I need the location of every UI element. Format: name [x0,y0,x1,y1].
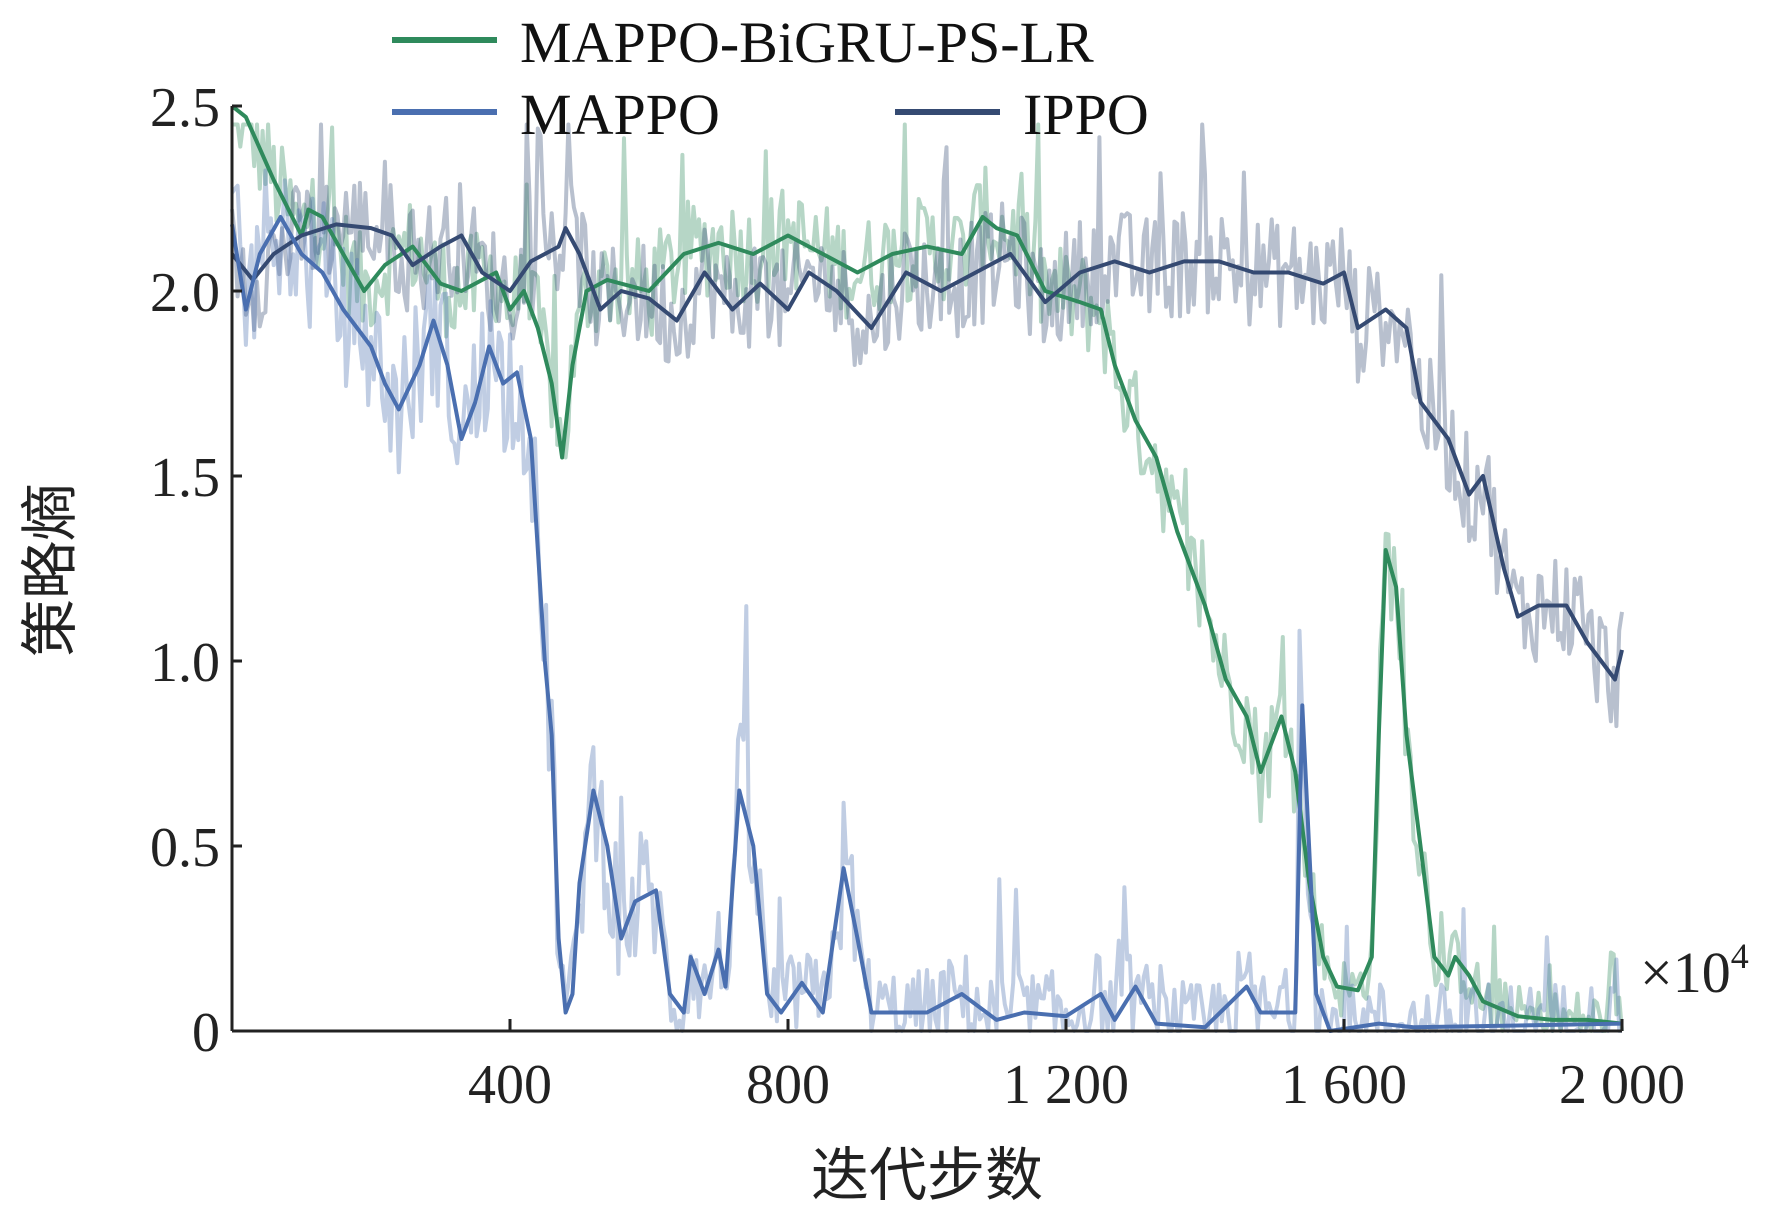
series-line-mappo-bigru-ps-lr [230,104,1623,1026]
x-multiplier-base: ×10 [1640,940,1731,1005]
x-ticks: 400 800 1 200 1 600 2 000 [468,1019,1685,1116]
raw-series-layer [230,122,1624,1033]
x-tick-label: 400 [468,1054,552,1116]
legend: MAPPO-BiGRU-PS-LR MAPPO IPPO [392,10,1149,147]
y-axis-label: 策略熵 [18,483,83,657]
y-tick-label: 2.0 [150,262,220,324]
series-line-mappo [230,215,1623,1033]
x-tick-label: 800 [746,1054,830,1116]
series-line-ippo [230,222,1624,682]
raw-line-mappo-bigru-ps-lr [232,122,1624,1033]
legend-label: MAPPO-BiGRU-PS-LR [520,10,1094,75]
x-multiplier-exponent: 4 [1731,936,1749,976]
raw-line-ippo [230,122,1624,729]
y-tick-label: 1.5 [150,447,220,509]
y-tick-label: 1.0 [150,632,220,694]
x-tick-label: 1 600 [1281,1054,1407,1116]
raw-line-mappo [230,168,1622,1033]
x-tick-label: 1 200 [1003,1054,1129,1116]
smoothed-series-layer [230,104,1624,1033]
y-ticks: 0 0.5 1.0 1.5 2.0 2.5 [150,77,242,1064]
y-tick-label: 0.5 [150,817,220,879]
x-multiplier: ×104 [1640,936,1749,1005]
y-tick-label: 0 [192,1002,220,1064]
x-axis-label: 迭代步数 [811,1143,1043,1208]
legend-label: IPPO [1023,82,1149,147]
legend-label: MAPPO [520,82,720,147]
x-tick-label: 2 000 [1559,1054,1685,1116]
y-tick-label: 2.5 [150,77,220,139]
